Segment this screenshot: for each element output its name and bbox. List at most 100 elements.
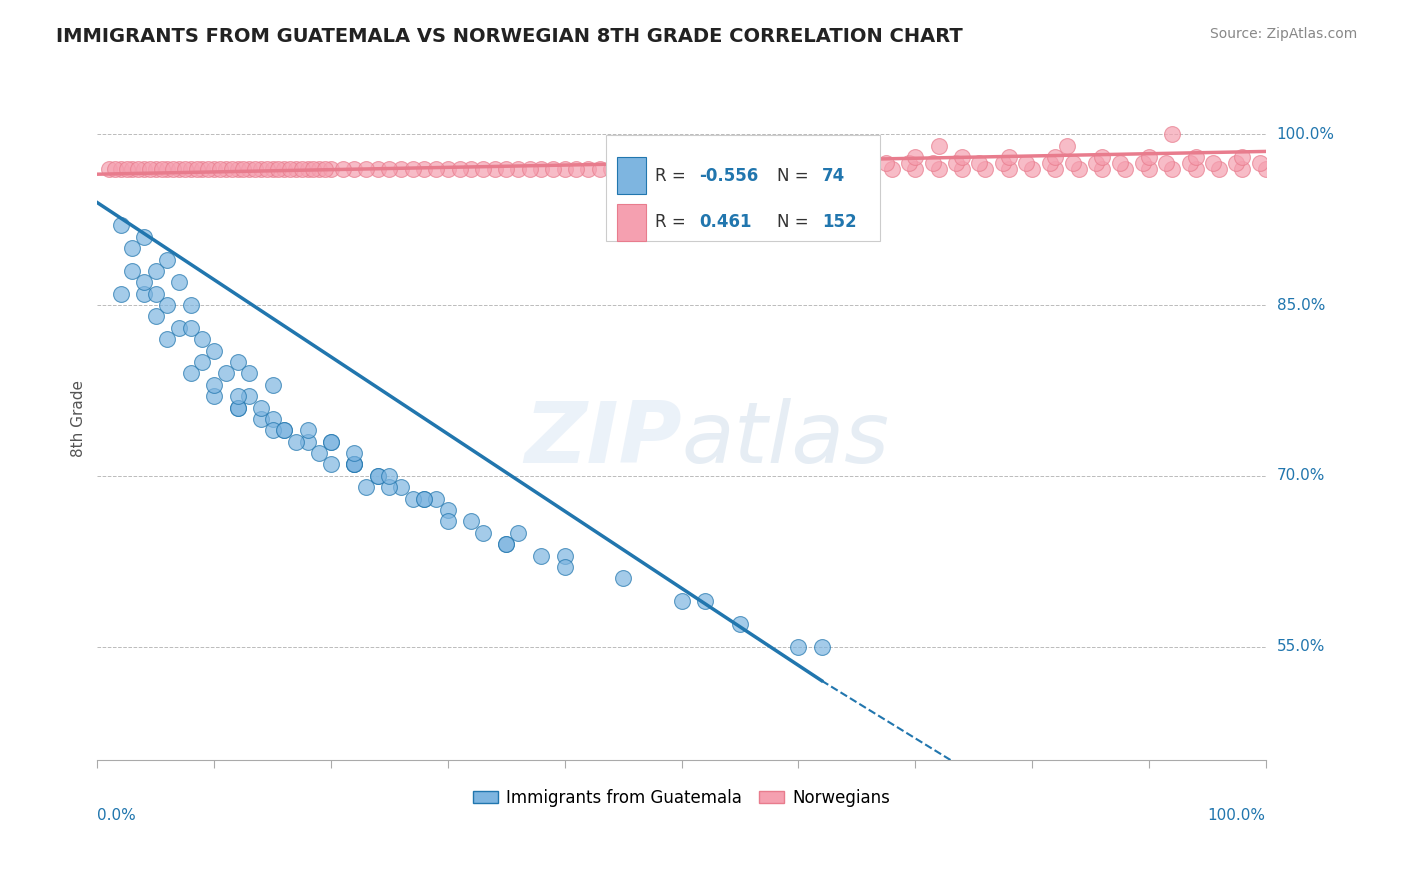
Point [186, 161, 208, 176]
Point [319, 434, 342, 449]
Point [1184, 150, 1206, 164]
Point [554, 549, 576, 563]
Point [202, 377, 225, 392]
Point [1056, 138, 1078, 153]
Point [787, 161, 810, 176]
Point [636, 161, 658, 176]
Point [1184, 161, 1206, 176]
Point [367, 468, 389, 483]
Point [1202, 156, 1225, 170]
Point [191, 355, 214, 369]
Point [250, 412, 273, 426]
Text: 0.461: 0.461 [699, 213, 752, 231]
Text: Source: ZipAtlas.com: Source: ZipAtlas.com [1209, 27, 1357, 41]
Bar [617, 157, 647, 194]
Text: IMMIGRANTS FROM GUATEMALA VS NORWEGIAN 8TH GRADE CORRELATION CHART: IMMIGRANTS FROM GUATEMALA VS NORWEGIAN 8… [56, 27, 963, 45]
Point [389, 480, 412, 494]
Point [156, 252, 179, 267]
Point [180, 321, 202, 335]
Text: N =: N = [778, 167, 814, 185]
Point [110, 161, 132, 176]
Point [378, 468, 401, 483]
Point [197, 161, 219, 176]
Point [858, 161, 880, 176]
Point [1137, 150, 1160, 164]
Legend: Immigrants from Guatemala, Norwegians: Immigrants from Guatemala, Norwegians [467, 782, 897, 814]
Point [810, 161, 832, 176]
Point [319, 161, 342, 176]
Point [127, 161, 149, 176]
Point [243, 161, 266, 176]
Point [174, 161, 197, 176]
Point [1132, 156, 1154, 170]
Point [232, 161, 254, 176]
Point [150, 161, 173, 176]
Point [104, 161, 127, 176]
Point [904, 161, 927, 176]
Point [145, 161, 167, 176]
Point [226, 355, 249, 369]
Point [484, 161, 506, 176]
Point [997, 161, 1019, 176]
Point [437, 514, 460, 528]
Point [156, 298, 179, 312]
Point [612, 161, 634, 176]
Text: 55.0%: 55.0% [1277, 639, 1324, 654]
Point [191, 161, 214, 176]
Point [343, 458, 366, 472]
Point [132, 286, 155, 301]
Point [238, 161, 260, 176]
Point [378, 480, 401, 494]
Point [565, 161, 588, 176]
Point [302, 161, 325, 176]
Point [763, 161, 786, 176]
Point [1045, 161, 1067, 176]
Point [162, 161, 184, 176]
Point [1062, 156, 1084, 170]
Point [156, 161, 179, 176]
Point [262, 412, 284, 426]
Point [145, 286, 167, 301]
Point [202, 161, 225, 176]
Point [250, 401, 273, 415]
Point [787, 640, 810, 654]
Point [332, 161, 354, 176]
Point [950, 150, 973, 164]
Point [167, 276, 190, 290]
Point [576, 161, 599, 176]
Point [834, 161, 856, 176]
Point [1091, 161, 1114, 176]
Point [367, 161, 389, 176]
Point [132, 229, 155, 244]
Point [1038, 156, 1060, 170]
Point [1254, 161, 1277, 176]
Point [238, 367, 260, 381]
Point [121, 161, 143, 176]
Point [495, 537, 517, 551]
Point [741, 161, 763, 176]
Point [880, 161, 903, 176]
Point [928, 161, 950, 176]
Point [1208, 161, 1230, 176]
Point [506, 525, 529, 540]
Point [928, 138, 950, 153]
Point [343, 446, 366, 460]
Point [297, 161, 319, 176]
Point [693, 161, 716, 176]
Point [1249, 156, 1271, 170]
Point [904, 150, 927, 164]
Point [121, 241, 143, 255]
Point [180, 298, 202, 312]
Point [519, 161, 541, 176]
Point [437, 161, 460, 176]
Point [1045, 150, 1067, 164]
Point [413, 491, 436, 506]
Point [1021, 161, 1043, 176]
Text: 100.0%: 100.0% [1277, 127, 1334, 142]
Point [297, 423, 319, 437]
Point [402, 491, 425, 506]
Point [671, 594, 693, 608]
Point [167, 321, 190, 335]
Point [115, 161, 138, 176]
Text: -0.556: -0.556 [699, 167, 758, 185]
